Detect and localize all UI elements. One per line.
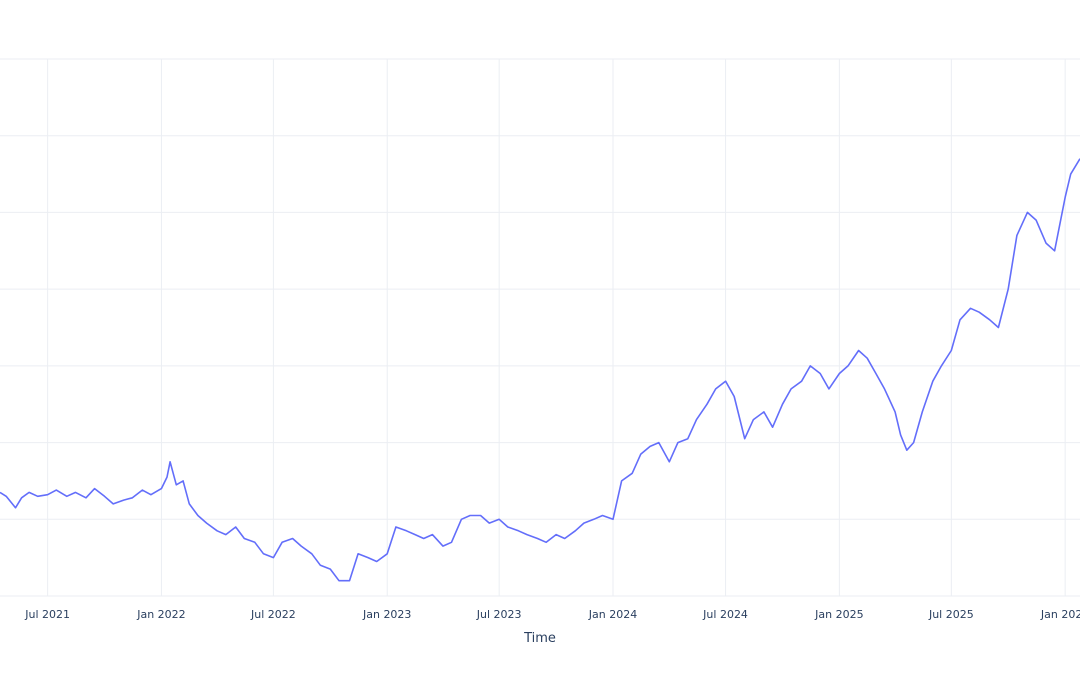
gridlines xyxy=(0,58,1080,597)
x-tick-label: Jan 2023 xyxy=(362,608,411,621)
x-axis-title: Time xyxy=(523,631,556,646)
x-tick-label: Jan 2022 xyxy=(136,608,185,621)
x-tick-label: Jan 2025 xyxy=(814,608,863,621)
x-tick-label: Jul 2023 xyxy=(476,608,522,621)
x-tick-label: Jan 2026 xyxy=(1040,608,1080,621)
x-tick-label: Jul 2022 xyxy=(250,608,296,621)
series-layer xyxy=(0,158,1080,582)
x-tick-label: Jul 2024 xyxy=(702,608,748,621)
x-tick-label: Jul 2025 xyxy=(928,608,974,621)
x-tick-label: Jan 2024 xyxy=(588,608,637,621)
series-line-0 xyxy=(0,158,1080,582)
x-tick-label: Jul 2021 xyxy=(24,608,70,621)
x-axis-ticks: Jul 2021 Jan 2022 Jul 2022 Jan 2023 Jul 2023… xyxy=(24,608,1080,621)
